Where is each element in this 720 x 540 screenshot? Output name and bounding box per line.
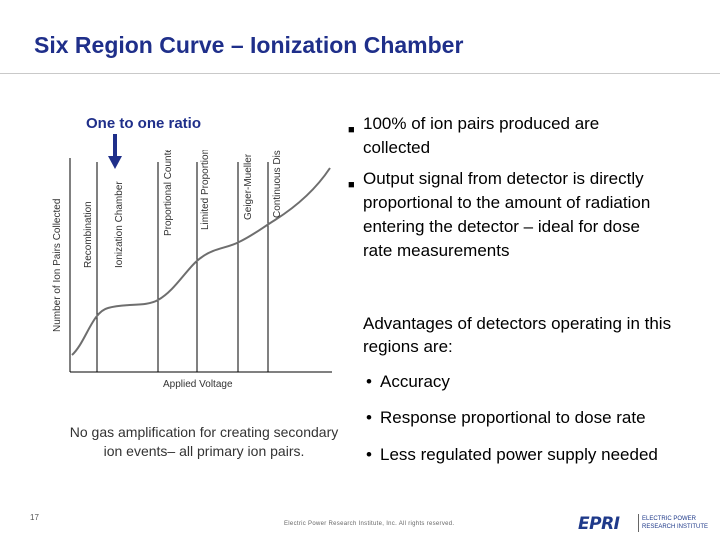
region-label-continuous-discharge: Continuous Discharge	[272, 150, 283, 218]
six-region-chart: Number of Ion Pairs Collected Recombinat…	[52, 150, 332, 390]
page-number: 17	[30, 513, 39, 522]
square-bullet-icon: ■	[348, 124, 355, 136]
ion-pair-curve	[71, 167, 331, 356]
advantage-item: • Response proportional to dose rate	[366, 408, 646, 428]
x-axis-label: Applied Voltage	[163, 379, 233, 390]
slide-title: Six Region Curve – Ionization Chamber	[34, 32, 464, 58]
footer-copyright: Electric Power Research Institute, Inc. …	[284, 521, 455, 527]
logo-line-1: ELECTRIC POWER	[642, 516, 697, 522]
advantage-item: • Less regulated power supply needed	[366, 445, 658, 465]
bullet-text: 100% of ion pairs produced are collected	[363, 114, 600, 157]
down-arrow-icon	[108, 134, 122, 169]
logo-separator	[638, 514, 639, 532]
region-label-proportional-counter: Proportional Counter	[163, 150, 174, 236]
bullet-item: ■ 100% of ion pairs produced are collect…	[348, 112, 668, 160]
bullet-text: Output signal from detector is directly …	[363, 169, 651, 260]
key-points: ■ 100% of ion pairs produced are collect…	[348, 112, 668, 270]
square-bullet-icon: ■	[348, 179, 355, 191]
region-label-recombination: Recombination	[83, 201, 94, 268]
advantage-text: Accuracy	[380, 372, 450, 391]
chart-note: No gas amplification for creating second…	[69, 424, 339, 459]
advantage-text: Less regulated power supply needed	[380, 445, 658, 464]
advantage-item: • Accuracy	[366, 372, 450, 392]
one-to-one-ratio-label: One to one ratio	[86, 115, 202, 132]
advantages-heading: Advantages of detectors operating in thi…	[363, 314, 672, 356]
region-label-limited-proportional: Limited Proportional	[200, 150, 211, 230]
title-divider	[0, 73, 720, 74]
region-label-ionization-chamber: Ionization Chamber	[114, 181, 125, 268]
y-axis-label: Number of Ion Pairs Collected	[52, 199, 63, 332]
logo-mark: EPRI	[578, 514, 620, 534]
advantage-text: Response proportional to dose rate	[380, 408, 646, 427]
logo-text: ELECTRIC POWER RESEARCH INSTITUTE	[642, 515, 708, 531]
dot-bullet-icon: •	[366, 372, 372, 391]
bullet-item: ■ Output signal from detector is directl…	[348, 167, 668, 263]
logo-line-2: RESEARCH INSTITUTE	[642, 524, 709, 530]
dot-bullet-icon: •	[366, 445, 372, 464]
dot-bullet-icon: •	[366, 408, 372, 427]
region-label-geiger-mueller: Geiger-Mueller	[243, 153, 254, 220]
